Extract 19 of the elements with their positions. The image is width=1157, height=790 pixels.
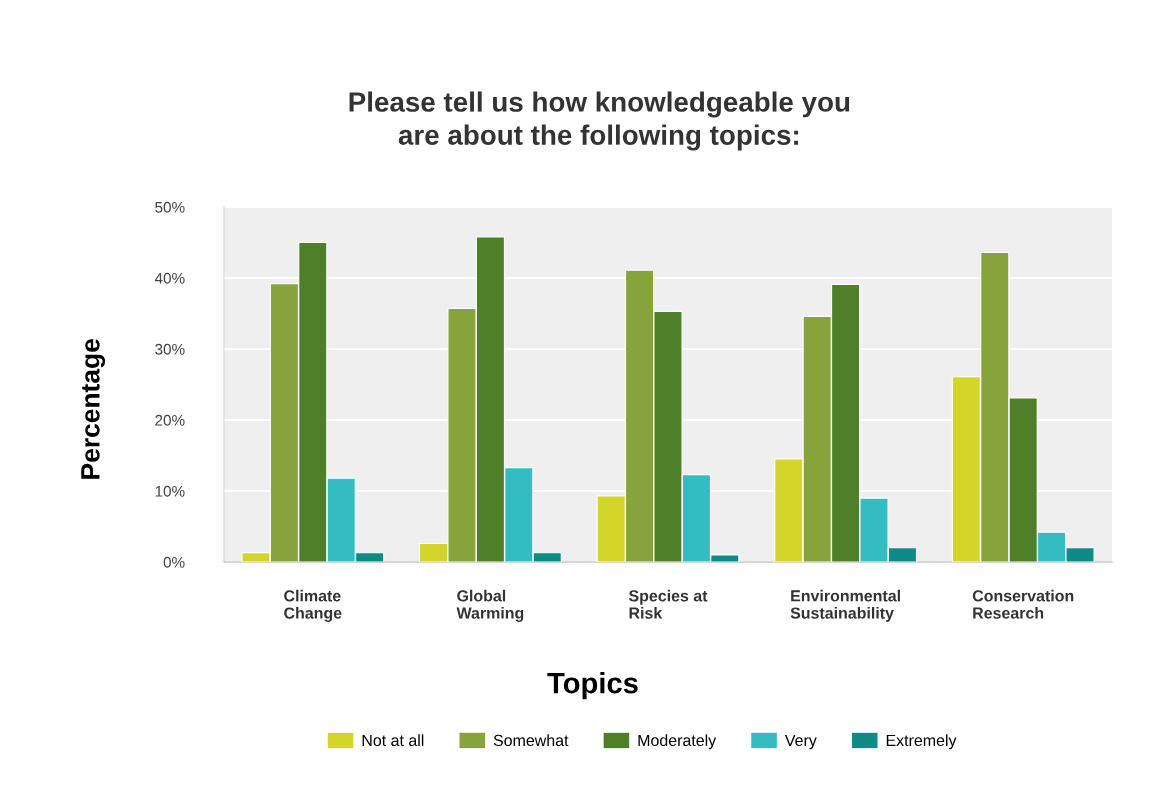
x-tick-label: Conservation Research — [972, 589, 1074, 619]
x-tick-label: Climate Change — [284, 589, 342, 622]
x-tick-label: Global Warming — [456, 589, 524, 622]
legend-label: Somewhat — [493, 734, 569, 747]
x-tick-label: Species at Risk — [628, 589, 708, 619]
y-axis-title: Percentage — [81, 339, 106, 479]
x-axis-title: Topics — [547, 672, 638, 700]
legend-label: Not at all — [362, 734, 424, 747]
x-tick-label: Environmental Sustainability — [790, 589, 900, 622]
y-tick-label: 0% — [163, 556, 185, 568]
y-tick-label: 10% — [155, 485, 185, 497]
y-tick-label: 20% — [155, 414, 185, 426]
legend-label: Extremely — [886, 734, 957, 750]
legend-label: Moderately — [638, 734, 717, 750]
legend-label: Very — [784, 734, 817, 750]
y-tick-label: 50% — [155, 201, 185, 213]
y-tick-label: 40% — [154, 272, 185, 284]
chart-title: Please tell us how knowledgeable you are about the following topics: — [349, 91, 850, 151]
y-tick-label: 30% — [155, 343, 185, 355]
